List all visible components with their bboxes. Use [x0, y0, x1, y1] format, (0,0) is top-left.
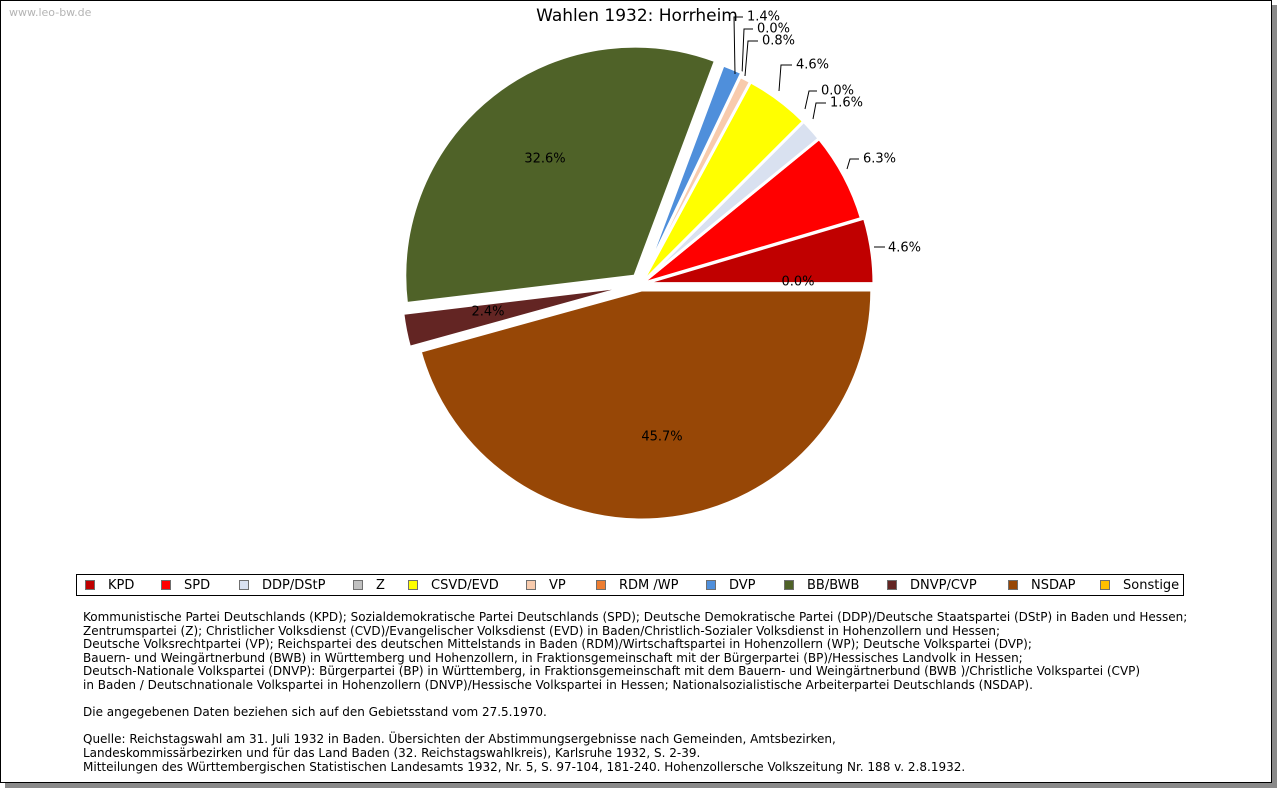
data-label: 0.0%: [757, 22, 790, 37]
legend-label: KPD: [108, 578, 135, 593]
legend-swatch: [1008, 580, 1018, 590]
legend-item: DNVP/CVP: [887, 578, 977, 593]
legend-item: RDM /WP: [596, 578, 678, 593]
legend-label: Z: [376, 578, 385, 593]
party-note-line: Bauern- und Weingärtnerbund (BWB) in Wür…: [83, 650, 1023, 665]
legend-swatch: [784, 580, 794, 590]
legend-item: KPD: [85, 578, 134, 593]
legend-label: BB/BWB: [807, 578, 860, 593]
data-label: 45.7%: [641, 430, 682, 445]
party-note-line: in Baden / Deutschnationale Volkspartei …: [83, 677, 1033, 692]
notes: Kommunistische Partei Deutschlands (KPD)…: [83, 610, 1243, 774]
data-label: 2.4%: [471, 305, 504, 320]
legend-swatch: [161, 580, 171, 590]
data-label: 0.0%: [821, 84, 854, 99]
data-label: 1.4%: [747, 10, 780, 25]
legend-label: NSDAP: [1031, 578, 1076, 593]
party-note-line: Zentrumspartei (Z); Christlicher Volksdi…: [83, 623, 1001, 638]
legend-swatch: [1100, 580, 1110, 590]
legend-swatch: [596, 580, 606, 590]
legend-item: DVP: [706, 578, 756, 593]
legend-label: DVP: [729, 578, 756, 593]
legend-item: SPD: [161, 578, 210, 593]
legend-label: Sonstige: [1123, 578, 1180, 593]
legend-swatch: [239, 580, 249, 590]
legend-item: CSVD/EVD: [408, 578, 499, 593]
party-note-line: Deutsche Volksrechtpartei (VP); Reichspa…: [83, 637, 1032, 652]
source-line: Mitteilungen des Württembergischen Stati…: [83, 759, 966, 774]
source-line: Landeskommissärbezirken und für das Land…: [83, 745, 701, 760]
source-line: Quelle: Reichstagswahl am 31. Juli 1932 …: [83, 732, 836, 747]
pie-slice-dvp: [641, 62, 744, 281]
legend-swatch: [85, 580, 95, 590]
data-label: 0.8%: [762, 34, 795, 49]
chart-title: Wahlen 1932: Horrheim: [536, 6, 738, 26]
legend-label: CSVD/EVD: [431, 578, 499, 593]
legend-item: BB/BWB: [784, 578, 859, 593]
data-label: 6.3%: [863, 152, 896, 167]
leader-line: [741, 28, 753, 76]
data-label: 1.6%: [830, 96, 863, 111]
legend-label: DNVP/CVP: [910, 578, 977, 593]
legend-swatch: [526, 580, 536, 590]
leader-line: [733, 16, 743, 75]
legend-swatch: [887, 580, 897, 590]
leader-line: [778, 64, 792, 92]
legend-item: VP: [526, 578, 566, 593]
leader-line: [804, 90, 817, 110]
legend-label: VP: [549, 578, 566, 593]
leader-line: [846, 158, 859, 170]
legend-item: DDP/DStP: [239, 578, 325, 593]
legend-item: NSDAP: [1008, 578, 1076, 593]
leader-line: [744, 40, 758, 77]
pie-slice-nsdap: [418, 288, 874, 522]
legend-swatch: [706, 580, 716, 590]
legend-label: RDM /WP: [619, 578, 679, 593]
legend: KPD SPD DDP/DStP Z CSVD/EVD VP RDM /WP DVP BB/BW…: [76, 574, 1184, 596]
data-label: 0.0%: [781, 275, 814, 290]
party-note-line: Kommunistische Partei Deutschlands (KPD)…: [83, 610, 1188, 624]
party-note-line: Deutsch-Nationale Volkspartei (DNVP): Bü…: [83, 664, 1141, 679]
legend-label: SPD: [184, 578, 211, 593]
territory-note: Die angegebenen Daten beziehen sich auf …: [83, 705, 547, 720]
pie-slice-dnvp-cvp: [401, 284, 632, 350]
legend-swatch: [408, 580, 418, 590]
watermark: www.leo-bw.de: [9, 6, 92, 19]
leader-line: [812, 102, 826, 120]
pie-chart: 4.6%6.3%1.6%0.0%4.6%0.8%0.0%1.4%32.6%2.4…: [401, 10, 921, 522]
legend-item: Sonstige: [1100, 578, 1179, 593]
data-label: 32.6%: [524, 152, 565, 167]
pie-slice-bb-bwb: [403, 44, 718, 306]
legend-swatch: [353, 580, 363, 590]
data-label: 4.6%: [796, 58, 829, 73]
legend-item: Z: [353, 578, 385, 593]
data-label: 4.6%: [888, 241, 921, 256]
legend-label: DDP/DStP: [262, 578, 326, 593]
